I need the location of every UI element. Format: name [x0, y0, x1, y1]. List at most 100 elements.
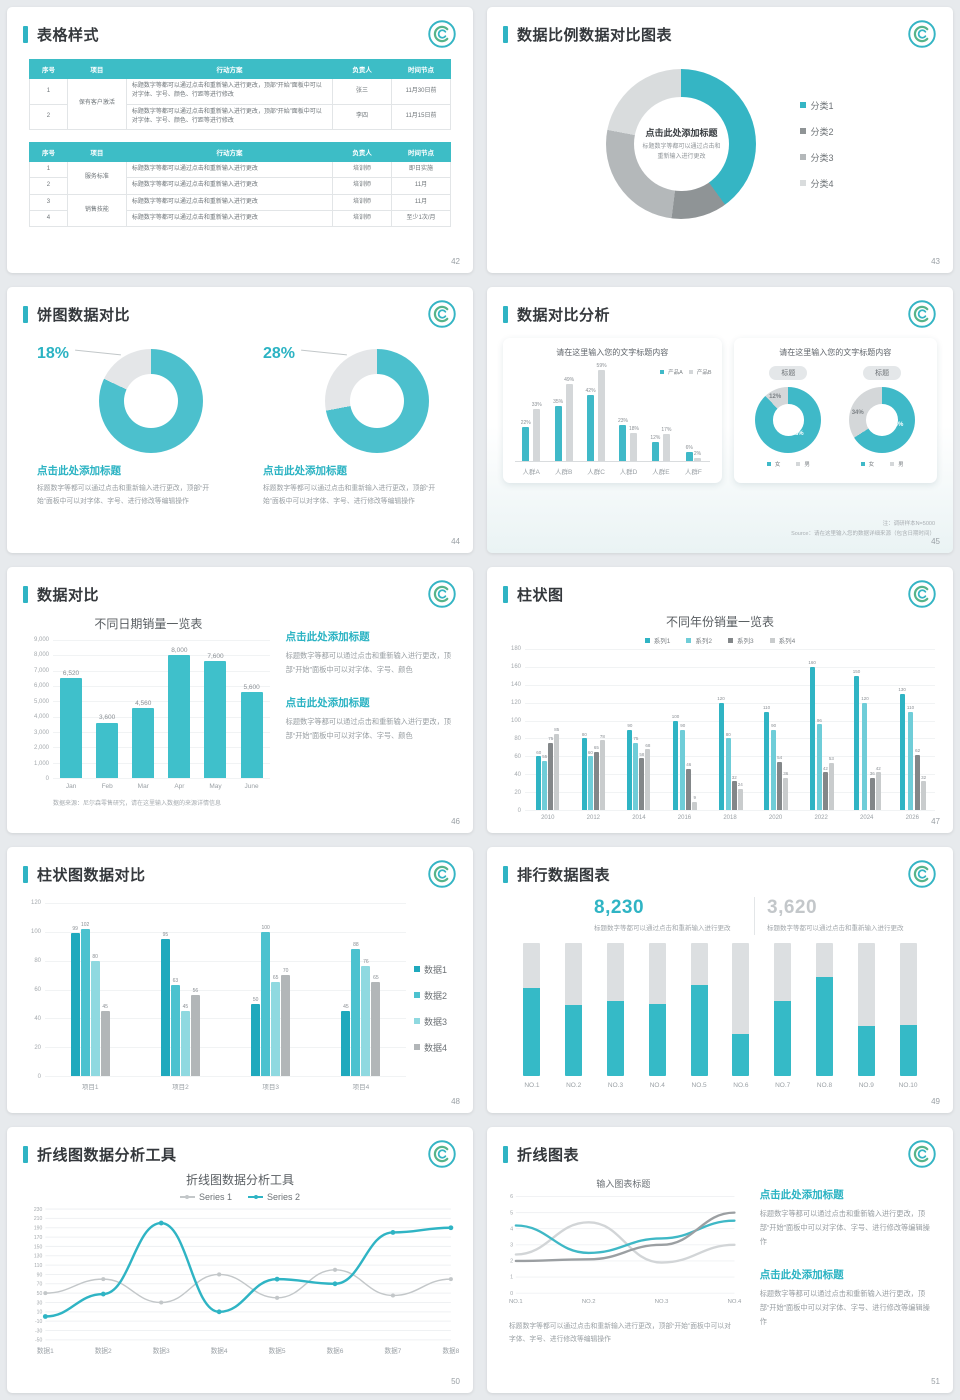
- table-cell: 2: [29, 177, 68, 195]
- y-tick-label: 30: [37, 1300, 43, 1306]
- bc-bar: [251, 1003, 261, 1076]
- line-chart-svg: 230 210 190 170 150 130 110 90 70 50 30 10 -10 -30 -50…: [34, 1207, 460, 1355]
- slide-47[interactable]: 柱状图 不同年份销量一览表 系列1 系列2 系列3 系列4 180 160 140 120 1…: [487, 567, 953, 833]
- lg-item: 数据1: [413, 963, 447, 976]
- slide-title: 数据比例数据对比图表: [517, 26, 673, 44]
- bc-grid: [525, 702, 935, 704]
- table-cell: 标题数字等都可以通过点击和重新输入进行更改，顶部“开始”面板中可以对字体、字号、…: [125, 103, 334, 131]
- table-cell: 保有客户激活: [66, 77, 127, 131]
- grid-cell: 饼图数据对比 18% 点击此处添加标题 标题数字等都可以通过点击和重新输入进行更…: [0, 280, 480, 560]
- lg-item: 产品B: [688, 368, 712, 376]
- lg-tx: 分类2: [810, 126, 834, 137]
- bc-col: 100 90 46 9: [662, 649, 708, 810]
- bc-tick: 180: [510, 646, 521, 652]
- action-plan-table-1: 序号 项目 行动方案 负责人 时间节点 1 保有客户激活 标题数字等都可以通过点击和重新输入进…: [29, 59, 451, 131]
- st-fill: [606, 1001, 624, 1076]
- slide-45[interactable]: 数据对比分析 请在这里输入您的文字标题内容 产品A 产品B 22% 33% 35% 49…: [487, 287, 953, 553]
- bc-barwrap: 95: [160, 903, 170, 1076]
- bc-col: 4,560: [125, 640, 161, 778]
- page-number: 43: [931, 257, 940, 266]
- bc-vlab: 45: [343, 1004, 349, 1011]
- bc-vlab: 110: [906, 705, 915, 711]
- st-xlab: NO.10: [898, 1081, 918, 1089]
- bc-barwrap: 2%: [694, 364, 701, 461]
- bc-bar: [862, 702, 868, 810]
- x-tick-label: 数据1: [37, 1346, 54, 1355]
- bc-barwrap: 42%: [586, 364, 596, 461]
- monthly-sales-bar-chart: 9,000 8,000 7,000 6,000 5,000 4,000 3,000 2,000…: [27, 637, 270, 790]
- bc-col: 130 110 62 32: [890, 649, 936, 810]
- bc-grid: [45, 960, 406, 962]
- bc-vlab: 62: [915, 748, 921, 754]
- bc-bar: [261, 931, 271, 1076]
- slide-42[interactable]: 表格样式 序号 项目 行动方案 负责人 时间节点 1 保有客户激活 标题数字等都可以通过点击和…: [7, 7, 473, 273]
- bc-bar: [170, 985, 180, 1076]
- lg-item: 男: [890, 460, 904, 468]
- bc-tick: 5,000: [33, 698, 49, 705]
- bc-bar: [533, 409, 541, 461]
- bc-vlab: 99: [72, 926, 78, 933]
- x-tick-label: 数据6: [327, 1346, 344, 1355]
- bc-bars: 6% 2%: [677, 364, 709, 461]
- table-cell: 1: [29, 78, 68, 105]
- bc-xlab: 人群D: [619, 469, 638, 476]
- bc-bar: [96, 722, 119, 778]
- slide-48[interactable]: 柱状图数据对比 120 100 80 60 40 20 0 99 102 80 45 95 63 45 56…: [7, 847, 473, 1113]
- bc-vlab: 55: [542, 754, 548, 760]
- category-donut-chart: [606, 69, 757, 219]
- slide-46[interactable]: 数据对比 不同日期销量一览表 9,000 8,000 7,000 6,000 5,000…: [7, 567, 473, 833]
- bc-vlab: 24: [737, 782, 743, 788]
- bc-barwrap: 120: [717, 649, 725, 810]
- lg-tx: 数据4: [423, 1042, 447, 1053]
- table-header-cell: 负责人: [332, 59, 393, 79]
- slide-43[interactable]: 数据比例数据对比图表 点击此处添加标题 标题数字等都可以通过点击和 重新输入进行…: [487, 7, 953, 273]
- lg-item: 产品A: [660, 368, 683, 376]
- hole: [634, 96, 729, 192]
- bc-bar: [100, 1011, 110, 1076]
- st-fill: [899, 1025, 917, 1076]
- slide-51[interactable]: 折线图表 输入图表标题 6 5 4 3 2 1 0 NO.1 NO.2 NO.3 NO.4 标题数字…: [487, 1127, 953, 1393]
- st-xlab: NO.2: [566, 1081, 582, 1089]
- st-bar: [565, 942, 583, 1076]
- bc-bar: [281, 975, 291, 1076]
- gender-donut-2: 34% 66%: [849, 387, 916, 453]
- st-bar: [523, 942, 541, 1076]
- bc-barwrap: 76: [361, 903, 371, 1076]
- project-compare-bar-chart: 120 100 80 60 40 20 0 99 102 80 45 95 63 45 56 50 100 65 7…: [25, 900, 406, 1091]
- lg-tx: 系列2: [695, 638, 712, 645]
- slide-50[interactable]: 折线图数据分析工具 折线图数据分析工具 Series 1 Series 2 230…: [7, 1127, 473, 1393]
- bc-barwrap: 99: [70, 903, 80, 1076]
- brand-logo-icon: [428, 20, 456, 48]
- brand-logo-icon: [428, 580, 456, 608]
- bc-barwrap: 55: [542, 649, 547, 810]
- series-dot: [42, 1314, 48, 1319]
- accent-bar: [503, 865, 508, 883]
- series-legend: 系列1 系列2 系列3 系列4: [487, 635, 953, 645]
- gender-donut-1: 12% 88%: [755, 387, 822, 453]
- bc-barwrap: 75: [548, 649, 553, 810]
- bc-xlab: 2026: [905, 815, 919, 821]
- bc-xlab: Mar: [137, 783, 149, 790]
- slide-44[interactable]: 饼图数据对比 18% 点击此处添加标题 标题数字等都可以通过点击和重新输入进行更…: [7, 287, 473, 553]
- bc-bar: [70, 933, 80, 1076]
- text-block: 点击此处添加标题 标题数字等都可以通过点击和重新输入进行更改，顶部“开始”面板中…: [286, 629, 453, 677]
- bc-xlab: May: [209, 783, 222, 790]
- bc-barwrap: 62: [915, 649, 920, 810]
- bc-ylab: 9,000 8,000 7,000 6,000 5,000 4,000 3,000 2,000…: [27, 637, 53, 782]
- slide-49[interactable]: 排行数据图表 8,230 标题数字等都可以通过点击和重新输入进行更改 3,620…: [487, 847, 953, 1113]
- bc-vlab: 5,600: [243, 683, 260, 691]
- cards-row: 请在这里输入您的文字标题内容 产品A 产品B 22% 33% 35% 49% 42% 59%…: [487, 329, 953, 483]
- bc-tick: 100: [510, 717, 521, 724]
- bc-bar: [542, 760, 548, 810]
- table-cell: 培训师: [332, 210, 393, 228]
- bc-vlab: 65: [373, 975, 379, 982]
- st-col: [887, 942, 929, 1076]
- bc-bar: [686, 768, 692, 810]
- text-block: 点击此处添加标题 标题数字等都可以通过点击和重新输入进行更改，顶部“开始”面板中…: [760, 1187, 935, 1249]
- bc-bar: [522, 426, 530, 461]
- bc-barwrap: 12%: [650, 364, 660, 461]
- bc-vlab: 78: [599, 733, 605, 739]
- bc-barwrap: 45: [180, 903, 190, 1076]
- bc-cols: 99 102 80 45 95 63 45 56 50 100 65 70 45 88 76 65: [45, 903, 406, 1076]
- table-header-cell: 负责人: [332, 142, 393, 163]
